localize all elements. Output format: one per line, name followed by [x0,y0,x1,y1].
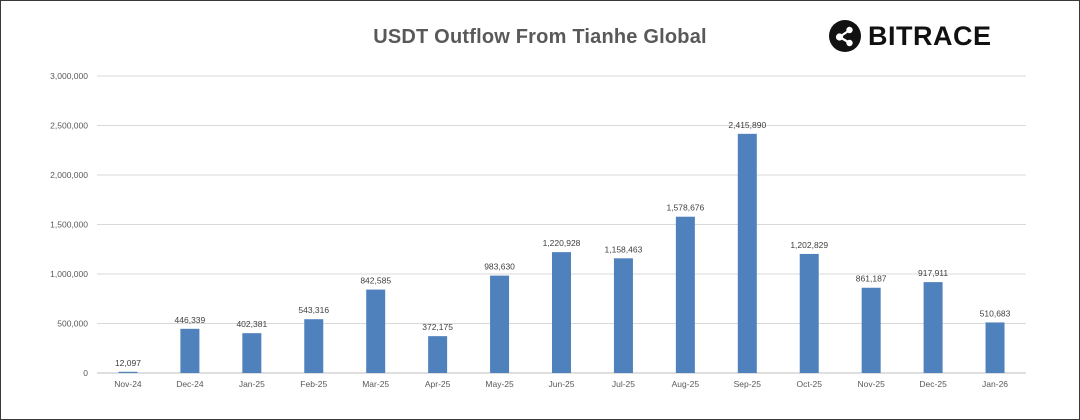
bar [737,133,757,373]
bitrace-logo: BITRACE [828,19,992,53]
y-tick-label: 3,000,000 [50,71,88,81]
bar [118,371,138,373]
bar [242,333,262,373]
bar [923,282,943,373]
x-tick-label: Apr-25 [425,379,451,389]
data-label: 543,316 [298,305,329,315]
x-tick-label: Aug-25 [672,379,700,389]
y-tick-label: 2,000,000 [50,170,88,180]
logo-text: BITRACE [868,20,992,51]
x-tick-label: Jan-26 [982,379,1008,389]
data-label: 1,220,928 [543,238,581,248]
bar [180,328,200,373]
data-label: 510,683 [980,308,1011,318]
bar [985,322,1005,373]
data-label: 402,381 [236,319,267,329]
bar [304,319,324,373]
y-tick-label: 1,500,000 [50,220,88,230]
y-tick-label: 500,000 [57,319,88,329]
data-label: 1,158,463 [605,244,643,254]
x-tick-label: May-25 [485,379,514,389]
bar [428,336,448,373]
chart-title: USDT Outflow From Tianhe Global [373,26,707,48]
bar [366,289,386,373]
bar [675,216,695,373]
x-tick-label: Dec-25 [919,379,947,389]
bar [861,287,881,373]
data-label: 12,097 [115,358,141,368]
x-tick-label: Dec-24 [176,379,204,389]
x-tick-label: Jan-25 [239,379,265,389]
bar [799,253,819,373]
x-tick-label: Oct-25 [796,379,822,389]
x-tick-label: Jul-25 [612,379,635,389]
x-tick-label: Sep-25 [734,379,762,389]
data-label: 1,202,829 [790,240,828,250]
bar [490,275,510,373]
x-tick-label: Jun-25 [549,379,575,389]
y-tick-label: 1,000,000 [50,269,88,279]
data-label: 446,339 [175,315,206,325]
x-tick-label: Mar-25 [362,379,389,389]
data-label: 983,630 [484,262,515,272]
y-tick-label: 0 [83,368,88,378]
data-label: 861,187 [856,274,887,284]
data-label: 2,415,890 [728,120,766,130]
x-tick-label: Nov-25 [857,379,885,389]
x-tick-label: Feb-25 [300,379,327,389]
x-tick-label: Nov-24 [114,379,142,389]
data-label: 917,911 [918,268,948,278]
bitrace-logo-icon [829,20,861,52]
bar [552,252,571,373]
data-label: 372,175 [422,322,453,332]
data-label: 1,578,676 [666,203,704,213]
bar [613,258,633,373]
y-tick-label: 2,500,000 [50,121,88,131]
data-label: 842,585 [360,276,391,286]
